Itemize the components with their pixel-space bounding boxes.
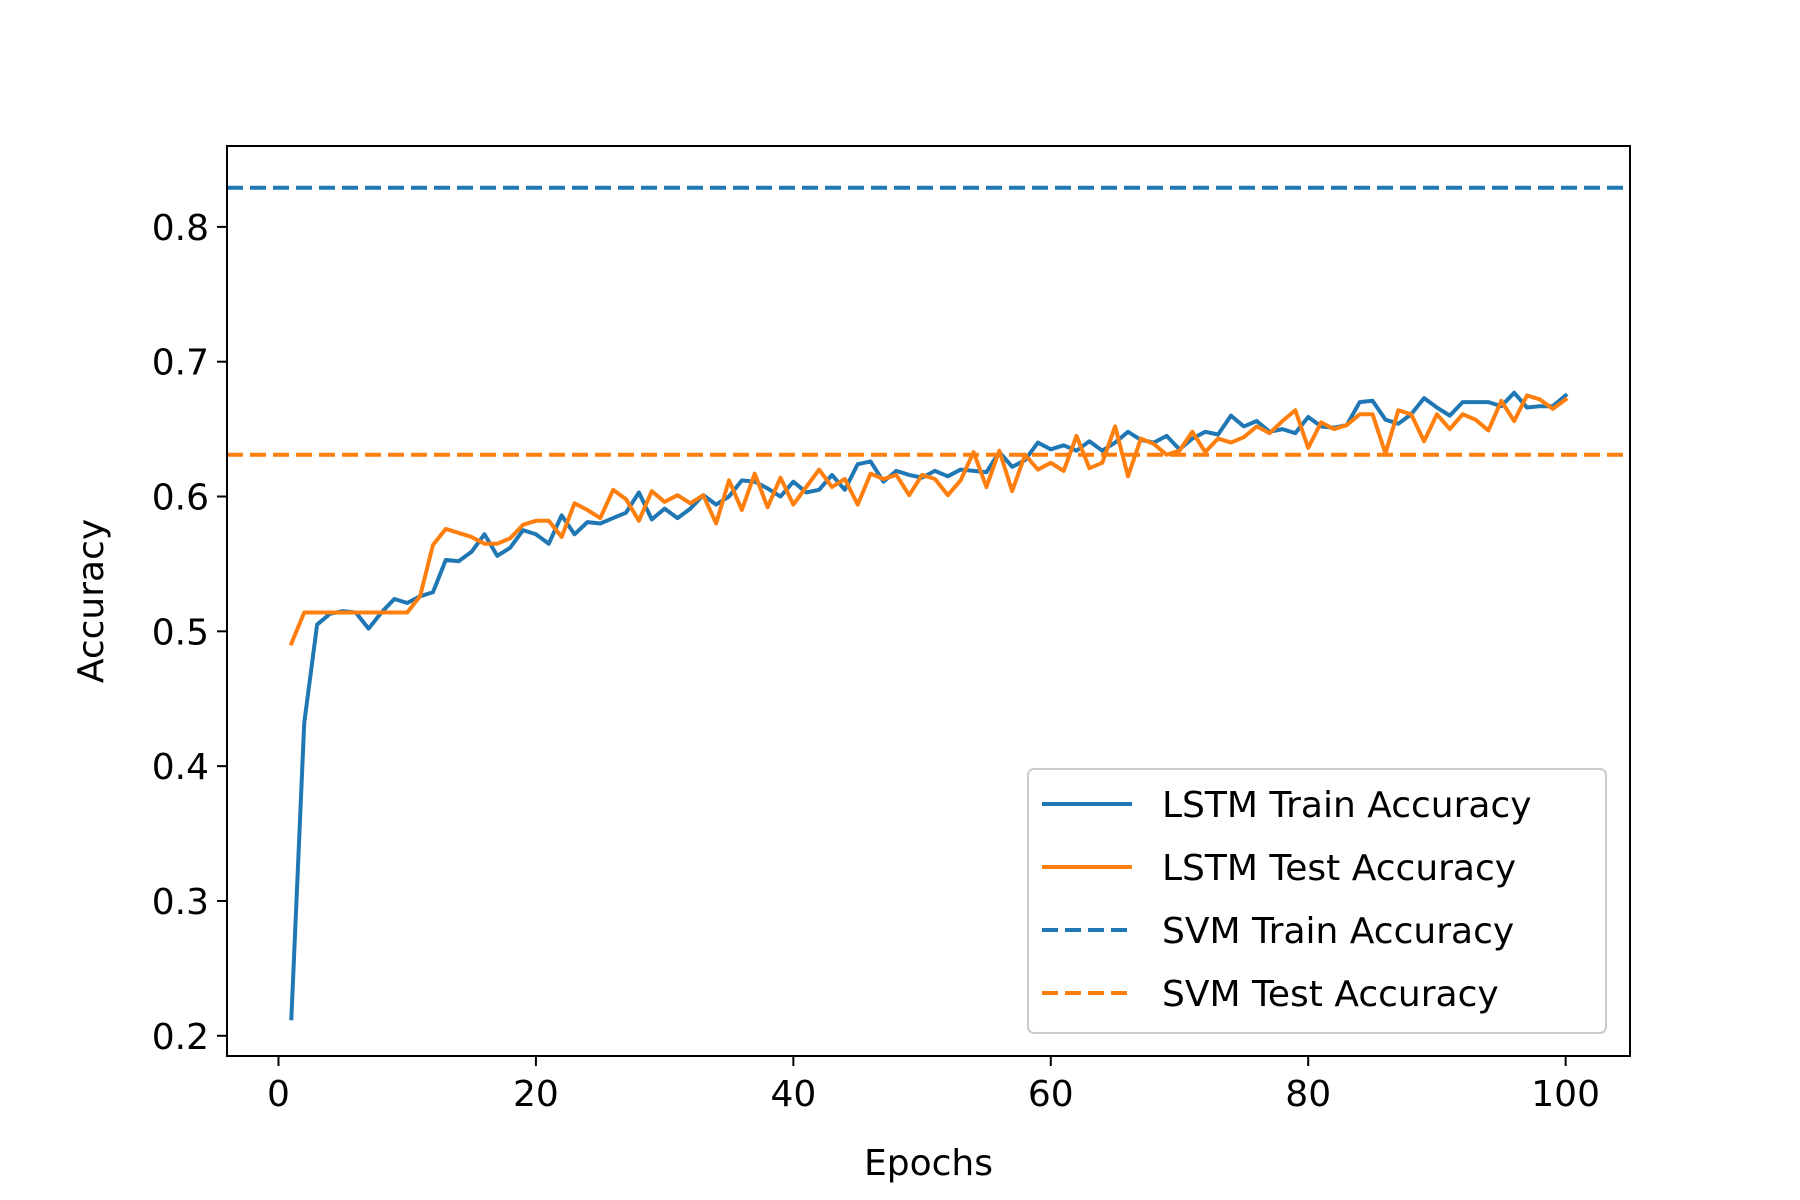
axis-ticks: 0 20 40 60 80 100 0.2 0.3 0.4 0.5 0.6 0.7 0.8 bbox=[152, 208, 1600, 1115]
lstm-test-accuracy-line bbox=[288, 393, 1569, 647]
y-tick-label: 0.2 bbox=[152, 1017, 209, 1058]
y-tick-label: 0.3 bbox=[152, 882, 209, 923]
legend-frame bbox=[1027, 768, 1607, 1034]
legend-label-lstm-train: LSTM Train Accuracy bbox=[1162, 785, 1532, 826]
x-tick-label: 100 bbox=[1531, 1074, 1600, 1115]
x-tick-label: 0 bbox=[267, 1074, 290, 1115]
y-tick-label: 0.5 bbox=[152, 612, 209, 653]
legend: LSTM Train Accuracy LSTM Test Accuracy S… bbox=[1027, 768, 1607, 1034]
x-tick-label: 60 bbox=[1028, 1074, 1074, 1115]
plot-area-frame bbox=[226, 145, 1631, 1057]
legend-label-svm-train: SVM Train Accuracy bbox=[1162, 911, 1514, 952]
y-tick-label: 0.4 bbox=[152, 747, 209, 788]
legend-label-svm-test: SVM Test Accuracy bbox=[1162, 974, 1499, 1015]
y-tick-label: 0.8 bbox=[152, 208, 209, 249]
y-tick-label: 0.6 bbox=[152, 478, 209, 519]
legend-label-lstm-test: LSTM Test Accuracy bbox=[1162, 848, 1516, 889]
series-layer bbox=[227, 185, 1630, 1021]
y-axis-label: Accuracy bbox=[71, 519, 112, 683]
x-tick-label: 40 bbox=[770, 1074, 816, 1115]
lstm-train-accuracy-line bbox=[289, 390, 1569, 1021]
y-tick-label: 0.7 bbox=[152, 343, 209, 384]
x-tick-label: 20 bbox=[513, 1074, 559, 1115]
x-axis-label: Epochs bbox=[864, 1143, 993, 1184]
x-tick-label: 80 bbox=[1285, 1074, 1331, 1115]
